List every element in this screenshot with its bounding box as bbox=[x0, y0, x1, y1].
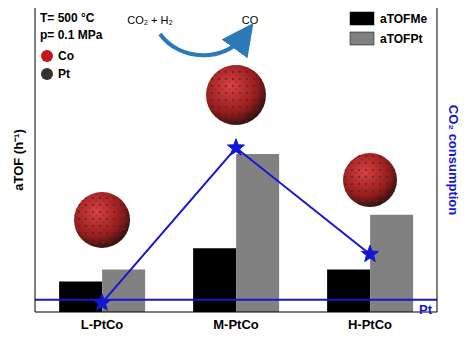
svg-text:aTOFMe: aTOFMe bbox=[380, 12, 427, 26]
svg-text:CO: CO bbox=[242, 14, 259, 26]
svg-text:T= 500 °C: T= 500 °C bbox=[40, 11, 95, 25]
svg-text:Co: Co bbox=[58, 49, 74, 63]
svg-text:aTOF (h⁻¹): aTOF (h⁻¹) bbox=[11, 129, 26, 191]
svg-text:H-PtCo: H-PtCo bbox=[348, 317, 392, 332]
svg-text:CO₂ consumption: CO₂ consumption bbox=[446, 105, 461, 216]
svg-text:Pt: Pt bbox=[419, 302, 433, 317]
svg-text:CO₂ + H₂: CO₂ + H₂ bbox=[127, 14, 173, 26]
svg-text:L-PtCo: L-PtCo bbox=[81, 317, 124, 332]
svg-text:Pt: Pt bbox=[58, 67, 70, 81]
svg-text:M-PtCo: M-PtCo bbox=[213, 317, 259, 332]
svg-text:aTOFPt: aTOFPt bbox=[380, 32, 422, 46]
svg-text:p= 0.1 MPa: p= 0.1 MPa bbox=[40, 28, 103, 42]
